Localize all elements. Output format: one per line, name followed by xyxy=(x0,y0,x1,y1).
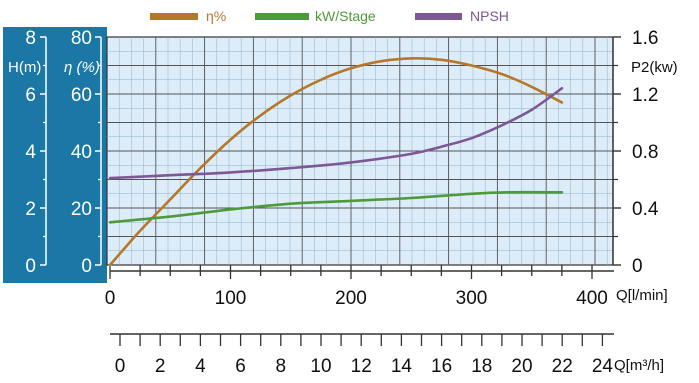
efficiency-tick-label: 20 xyxy=(71,199,92,220)
legend-swatch xyxy=(255,13,309,20)
head-tick-label: 2 xyxy=(25,199,36,220)
flow-lpm-tick-label: 400 xyxy=(576,288,608,309)
legend-swatch xyxy=(415,13,462,20)
efficiency-axis-label: η (%) xyxy=(64,59,100,76)
flow-m3h-tick-label: 6 xyxy=(235,356,246,377)
flow-lpm-tick-label: 0 xyxy=(105,288,116,309)
power-tick-label: 0.4 xyxy=(632,199,659,220)
left-axis-panel xyxy=(3,27,107,283)
head-axis-label: H(m) xyxy=(8,59,41,76)
flow-m3h-tick-label: 2 xyxy=(155,356,166,377)
series-line-efficiency xyxy=(108,57,564,267)
legend-label: NPSH xyxy=(470,8,509,24)
power-tick-label: 1.2 xyxy=(632,85,658,106)
power-tick-label: 1.6 xyxy=(632,28,658,49)
legend: η% kW/Stage NPSH xyxy=(150,8,509,24)
flow-m3h-tick-label: 24 xyxy=(592,356,614,377)
flow-lpm-tick-label: 300 xyxy=(456,288,488,309)
flow-lpm-tick-label: 200 xyxy=(335,288,367,309)
flow-lpm-axis-label: Q[l/min] xyxy=(616,287,668,304)
efficiency-tick-label: 80 xyxy=(71,28,92,49)
flow-m3h-tick-label: 22 xyxy=(552,356,573,377)
flow-m3h-tick-label: 14 xyxy=(391,356,413,377)
flow-lpm-tick-label: 100 xyxy=(215,288,247,309)
flow-m3h-tick-label: 8 xyxy=(276,356,287,377)
head-tick-label: 0 xyxy=(25,256,36,277)
flow-m3h-tick-label: 4 xyxy=(195,356,206,377)
power-tick-label: 0.8 xyxy=(632,142,658,163)
efficiency-tick-label: 40 xyxy=(71,142,92,163)
flow-m3h-axis-label: Q[m³/h] xyxy=(614,357,664,374)
series-line-kw-stage xyxy=(108,190,564,224)
flow-m3h-tick-label: 0 xyxy=(115,356,126,377)
efficiency-tick-label: 0 xyxy=(81,256,92,277)
flow-m3h-tick-label: 10 xyxy=(310,356,331,377)
legend-label: kW/Stage xyxy=(315,8,376,24)
flow-m3h-tick-label: 20 xyxy=(511,356,532,377)
curves xyxy=(108,57,564,267)
flow-m3h-tick-label: 18 xyxy=(471,356,492,377)
power-tick-label: 0 xyxy=(632,256,643,277)
efficiency-tick-label: 60 xyxy=(71,85,92,106)
legend-swatch xyxy=(150,13,198,20)
grid xyxy=(107,37,613,265)
head-tick-label: 6 xyxy=(25,85,36,106)
legend-label: η% xyxy=(206,8,226,24)
head-tick-label: 8 xyxy=(25,28,36,49)
series-line-npsh xyxy=(108,87,564,180)
flow-m3h-tick-label: 12 xyxy=(351,356,372,377)
head-tick-label: 4 xyxy=(25,142,36,163)
flow-m3h-tick-label: 16 xyxy=(431,356,452,377)
power-axis-label: P2(kw) xyxy=(631,59,678,76)
